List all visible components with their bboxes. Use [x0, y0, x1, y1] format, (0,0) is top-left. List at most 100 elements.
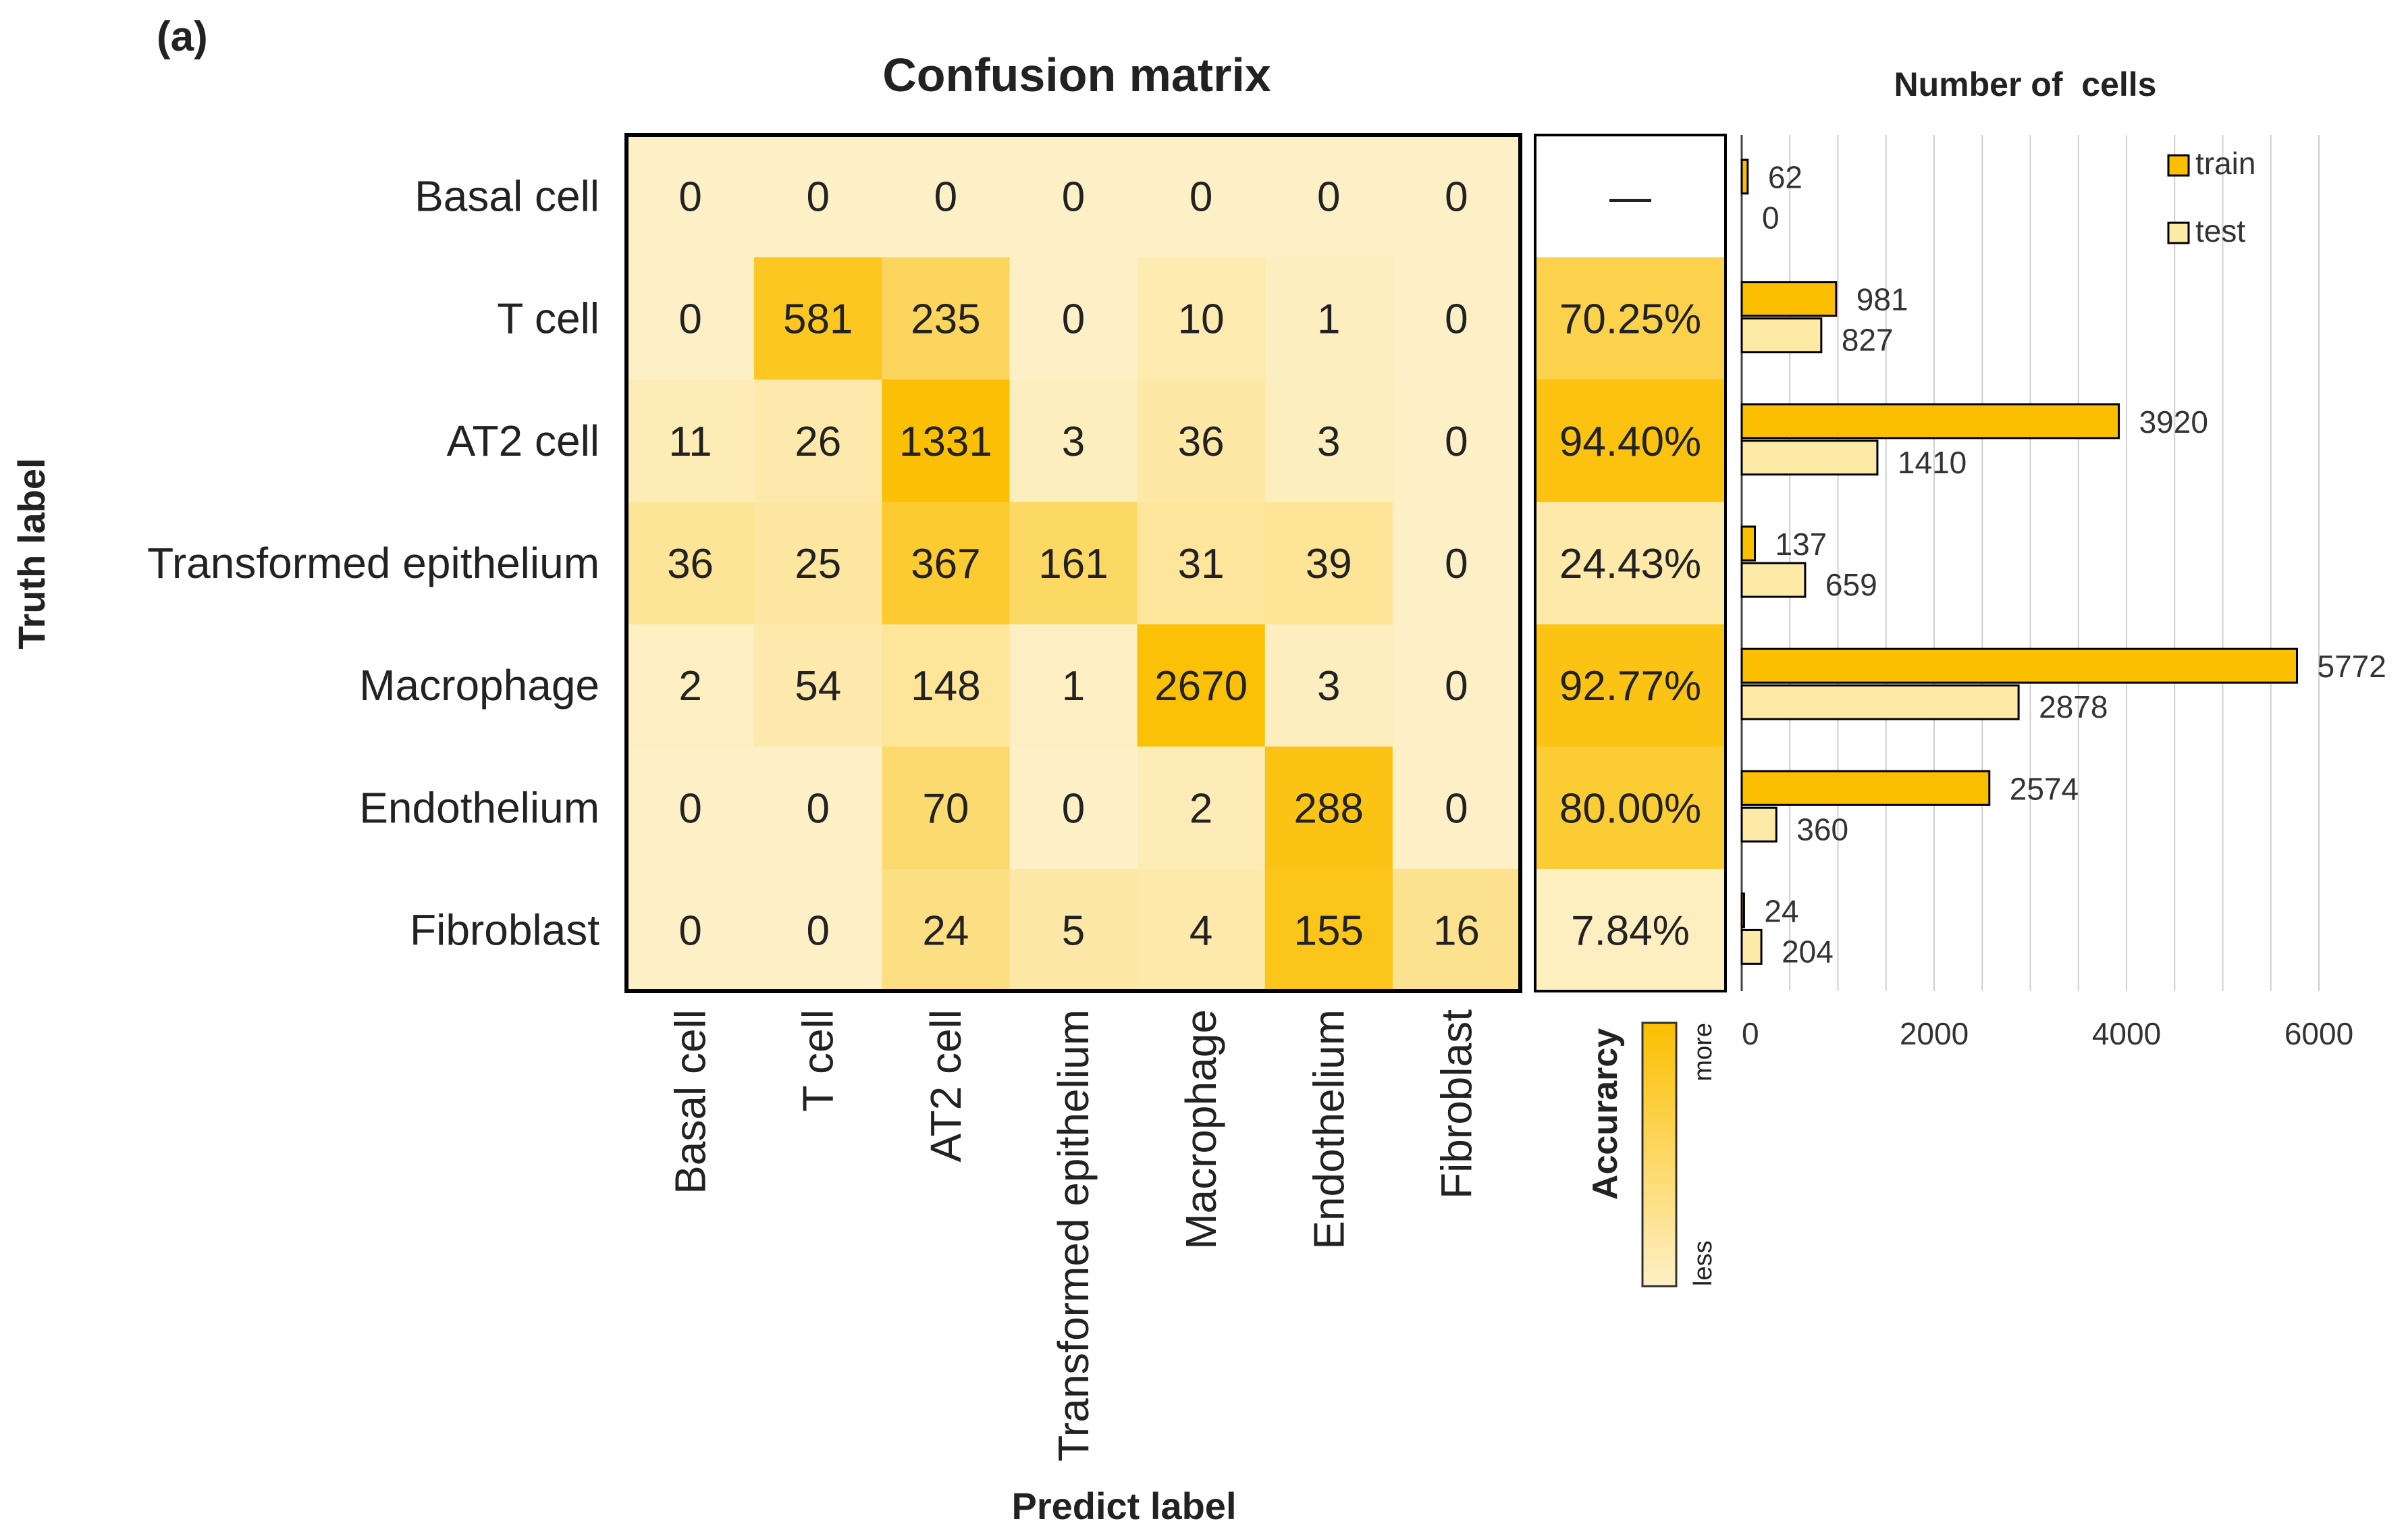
- matrix-cell: [882, 135, 1010, 258]
- matrix-cell: [1137, 746, 1266, 870]
- matrix-cell: [1264, 502, 1393, 625]
- test-bar-value: 204: [1782, 934, 1834, 969]
- train-bar-value: 24: [1764, 893, 1798, 928]
- train-bar-value: 137: [1775, 527, 1827, 562]
- train-bar: [1740, 770, 1991, 806]
- accuracy-colorbar: [1641, 1021, 1678, 1287]
- matrix-cell: [626, 868, 755, 992]
- accuracy-value: 24.43%: [1559, 541, 1701, 587]
- column-label: Basal cell: [666, 1009, 715, 1194]
- matrix-cell-value: 0: [1445, 296, 1468, 343]
- matrix-cell: [1009, 257, 1138, 380]
- matrix-cell: [626, 746, 755, 870]
- matrix-cell-value: 0: [1445, 785, 1468, 832]
- train-bar: [1740, 403, 2120, 440]
- matrix-cell-value: 0: [678, 296, 701, 343]
- test-bar-value: 827: [1842, 323, 1894, 358]
- row-label: Basal cell: [415, 172, 599, 221]
- train-bar: [1740, 159, 1749, 195]
- matrix-cell: [1009, 746, 1138, 870]
- matrix-cell-value: 1: [1317, 296, 1340, 343]
- test-bar: [1740, 806, 1777, 843]
- x-tick-label: 0: [1742, 1016, 1759, 1051]
- accuracy-value: 94.40%: [1559, 419, 1701, 465]
- matrix-cell: [1137, 502, 1266, 625]
- matrix-cell: [1264, 379, 1393, 502]
- matrix-cell: [626, 257, 755, 380]
- matrix-cell: [1392, 502, 1521, 625]
- test-bar: [1740, 440, 1879, 476]
- matrix-cell: [754, 746, 882, 870]
- column-label: T cell: [794, 1009, 843, 1112]
- matrix-cell: [626, 502, 755, 625]
- matrix-cell-value: 235: [911, 296, 980, 343]
- matrix-cell: [1392, 746, 1521, 870]
- matrix-cell-value: 0: [1062, 296, 1085, 343]
- matrix-cell-value: 31: [1178, 541, 1225, 587]
- matrix-cell-value: 3: [1317, 663, 1340, 710]
- test-bar-value: 659: [1825, 567, 1877, 602]
- test-bar: [1740, 562, 1807, 598]
- matrix-cell-value: 0: [1445, 541, 1468, 587]
- matrix-cell-value: 39: [1306, 541, 1352, 587]
- confusion-matrix-title: Confusion matrix: [882, 49, 1271, 101]
- matrix-cell-value: 0: [678, 785, 701, 832]
- matrix-cell: [754, 135, 882, 258]
- matrix-cell-value: 0: [1062, 785, 1085, 832]
- matrix-cell: [1264, 257, 1393, 380]
- legend-swatch: [2167, 221, 2190, 244]
- accuracy-cell: [1535, 502, 1726, 625]
- matrix-cell-value: 26: [795, 419, 841, 465]
- matrix-cell-value: 0: [1445, 419, 1468, 465]
- matrix-cell-value: 288: [1294, 785, 1364, 832]
- bar-chart-title: Number of cells: [1894, 65, 2157, 103]
- row-label: AT2 cell: [447, 417, 599, 465]
- bar-chart-legend: train test: [2167, 146, 2255, 248]
- column-label: Endothelium: [1304, 1009, 1353, 1250]
- matrix-cell: [1009, 868, 1138, 992]
- matrix-cell-value: 0: [806, 174, 829, 221]
- matrix-cell-value: 161: [1038, 541, 1108, 587]
- matrix-cell-value: 367: [911, 541, 980, 587]
- matrix-cell-value: 1: [1062, 663, 1085, 710]
- matrix-cell: [1009, 624, 1138, 747]
- accuracy-value: 80.00%: [1559, 785, 1701, 832]
- x-tick-label: 4000: [2092, 1016, 2161, 1051]
- test-bar: [1740, 684, 2020, 720]
- train-bar: [1740, 281, 1838, 317]
- matrix-cell: [626, 379, 755, 502]
- matrix-cell: [882, 746, 1010, 870]
- matrix-cell: [1137, 135, 1266, 258]
- matrix-cell-value: 36: [1178, 419, 1225, 465]
- train-bar: [1740, 892, 1745, 928]
- matrix-cell: [882, 379, 1010, 502]
- matrix-cell-value: 2: [1189, 785, 1212, 832]
- matrix-cell-value: 0: [1445, 174, 1468, 221]
- accuracy-value: 7.84%: [1571, 907, 1690, 954]
- matrix-cell: [1009, 502, 1138, 625]
- matrix-cell-value: 0: [678, 907, 701, 954]
- train-bar-value: 62: [1768, 160, 1802, 195]
- panel-label: (a): [157, 14, 208, 60]
- matrix-cell: [882, 624, 1010, 747]
- matrix-cell-value: 10: [1178, 296, 1225, 343]
- matrix-cell-value: 4: [1189, 907, 1212, 954]
- confusion-matrix-cells: 0 0 0 0 0 0 00 581 235 0 10 1 011 26 1331 3 36 3 036 25 367 1…: [626, 135, 1521, 992]
- matrix-cell-value: 0: [678, 174, 701, 221]
- matrix-cell: [754, 868, 882, 992]
- matrix-cell: [1392, 379, 1521, 502]
- confusion-matrix-frame: [624, 133, 1522, 993]
- matrix-cell: [882, 502, 1010, 625]
- matrix-cell: [1137, 257, 1266, 380]
- colorbar-low-label: less: [1689, 1240, 1717, 1286]
- matrix-cell-value: 1331: [899, 419, 992, 465]
- matrix-cell: [1392, 868, 1521, 992]
- matrix-cell: [754, 257, 882, 380]
- matrix-cell-value: 11: [668, 419, 712, 465]
- accuracy-cell: [1535, 624, 1726, 747]
- test-bar-value: 360: [1796, 812, 1848, 847]
- matrix-cell-value: 5: [1062, 907, 1085, 954]
- matrix-cell-value: 0: [1317, 174, 1340, 221]
- legend-swatch: [2167, 154, 2190, 177]
- row-label: Macrophage: [359, 661, 599, 710]
